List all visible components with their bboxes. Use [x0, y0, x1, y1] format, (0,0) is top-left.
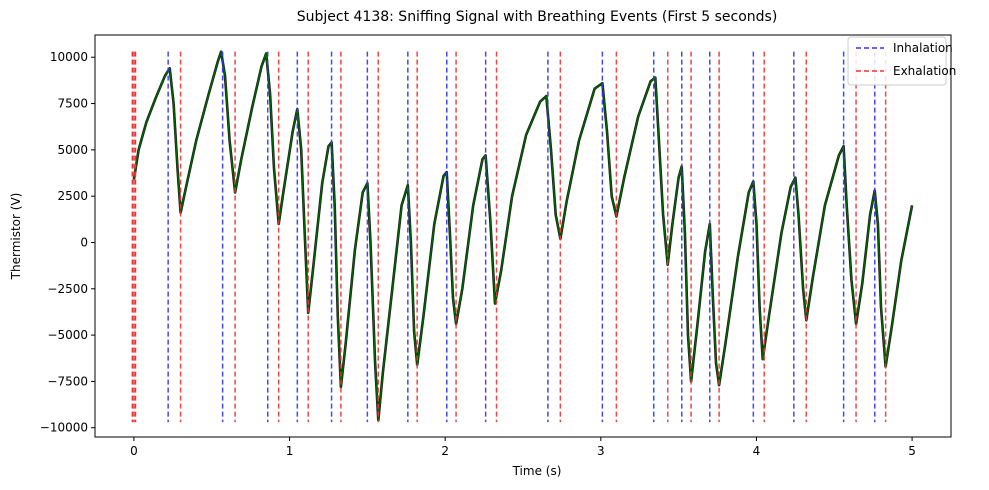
y-axis-label: Thermistor (V)	[9, 193, 23, 281]
legend-exhalation-label: Exhalation	[893, 64, 956, 78]
axis-ticks: 0 1 2 3 4 5 −10000 −7500 −5000 −2500 0 2500 5000 7500…	[40, 50, 916, 458]
legend-box	[847, 36, 947, 86]
x-tick-label: 4	[753, 444, 761, 458]
y-tick-label: −7500	[47, 374, 88, 388]
y-tick-label: 2500	[57, 189, 88, 203]
y-tick-label: 0	[80, 235, 88, 249]
x-tick-label: 2	[441, 444, 449, 458]
y-tick-label: −2500	[47, 282, 88, 296]
x-tick-label: 1	[286, 444, 294, 458]
y-tick-label: 5000	[57, 143, 88, 157]
signal-line	[133, 51, 913, 421]
axes-frame	[94, 34, 952, 438]
x-tick-label: 5	[908, 444, 916, 458]
x-axis-label: Time (s)	[512, 464, 562, 478]
y-tick-label: −10000	[40, 421, 88, 435]
legend: Inhalation Exhalation	[847, 36, 956, 86]
plot-area	[131, 50, 914, 423]
y-tick-label: 7500	[57, 97, 88, 111]
y-tick-label: −5000	[47, 328, 88, 342]
chart-title: Subject 4138: Sniffing Signal with Breat…	[297, 9, 778, 25]
x-tick-label: 0	[130, 444, 138, 458]
legend-inhalation-label: Inhalation	[893, 41, 953, 55]
x-tick-label: 3	[597, 444, 605, 458]
y-tick-label: 10000	[50, 50, 88, 64]
